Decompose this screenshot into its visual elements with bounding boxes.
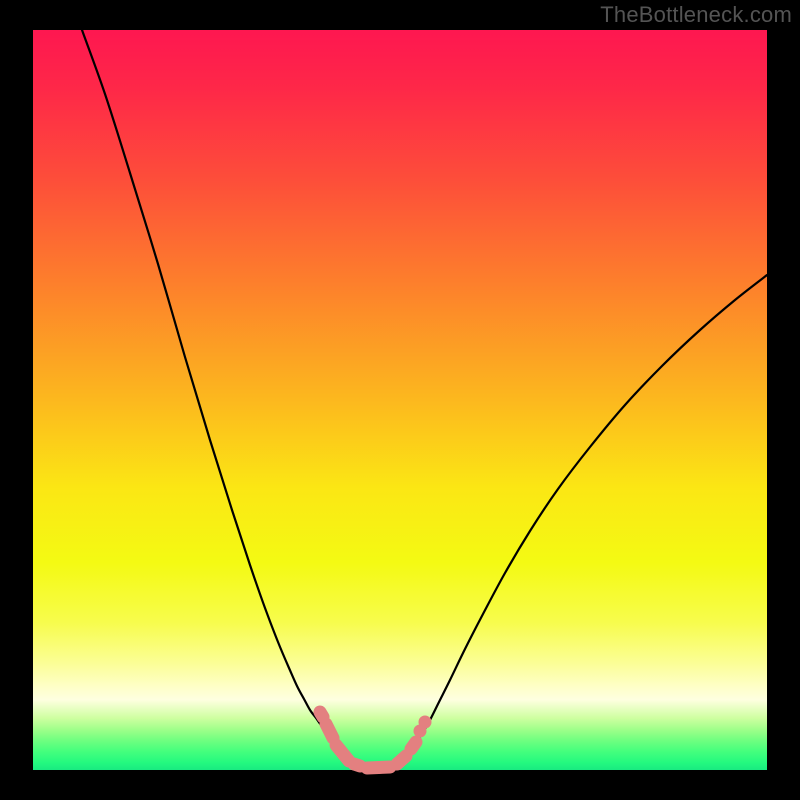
chart-container: TheBottleneck.com: [0, 0, 800, 800]
watermark-text: TheBottleneck.com: [600, 2, 792, 28]
bottleneck-chart: [0, 0, 800, 800]
